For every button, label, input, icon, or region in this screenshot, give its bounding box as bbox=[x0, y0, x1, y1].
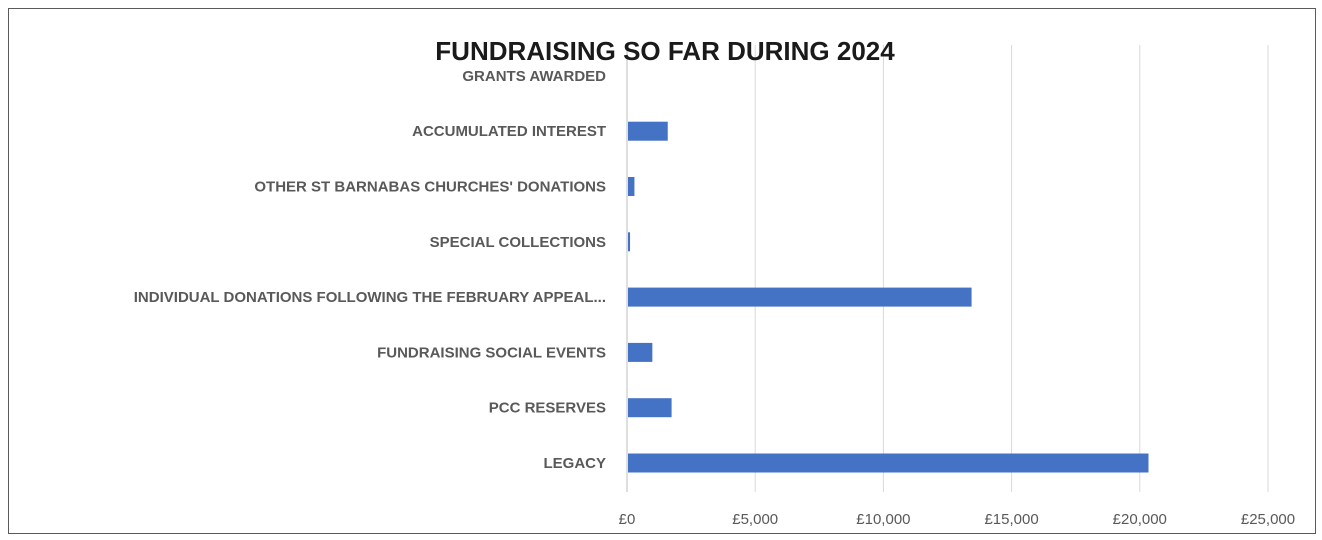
bar bbox=[628, 287, 972, 307]
x-axis-tick-labels: £0 £5,000 £10,000 £15,000 £20,000 £25,000 bbox=[619, 511, 1295, 528]
bar bbox=[628, 453, 1149, 473]
category-label: OTHER ST BARNABAS CHURCHES' DONATIONS bbox=[254, 179, 606, 196]
category-labels: LEGACY PCC RESERVES FUNDRAISING SOCIAL EVE… bbox=[134, 68, 606, 472]
category-label: SPECIAL COLLECTIONS bbox=[430, 234, 606, 251]
gridlines bbox=[626, 45, 1269, 492]
x-tick-label: £0 bbox=[619, 511, 636, 528]
category-label: FUNDRAISING SOCIAL EVENTS bbox=[377, 344, 606, 361]
bar bbox=[628, 342, 653, 362]
x-tick-label: £10,000 bbox=[856, 511, 910, 528]
category-label: GRANTS AWARDED bbox=[462, 68, 606, 85]
bar bbox=[628, 121, 668, 141]
x-tick-label: £25,000 bbox=[1241, 511, 1295, 528]
chart-title: FUNDRAISING SO FAR DURING 2024 bbox=[435, 36, 895, 66]
x-tick-label: £20,000 bbox=[1113, 511, 1167, 528]
category-label: LEGACY bbox=[543, 455, 606, 472]
bar bbox=[628, 177, 635, 196]
category-label: ACCUMULATED INTEREST bbox=[412, 123, 606, 140]
x-tick-label: £15,000 bbox=[984, 511, 1038, 528]
category-label: INDIVIDUAL DONATIONS FOLLOWING THE FEBRU… bbox=[134, 289, 606, 306]
bar bbox=[628, 398, 672, 418]
bars bbox=[628, 121, 1149, 473]
x-tick-label: £5,000 bbox=[732, 511, 778, 528]
bar bbox=[628, 232, 631, 252]
chart-frame bbox=[8, 8, 1316, 534]
category-label: PCC RESERVES bbox=[489, 400, 606, 417]
